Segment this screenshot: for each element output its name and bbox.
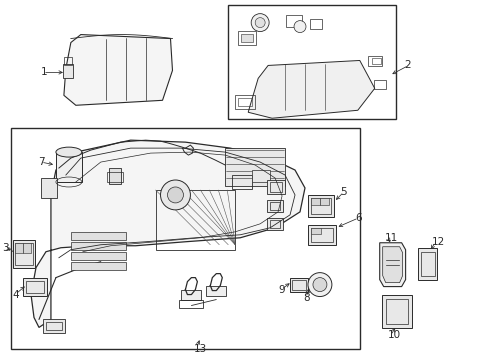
Bar [13,240,35,268]
Bar [266,218,283,230]
Bar [15,243,23,253]
Bar [269,182,282,192]
Polygon shape [248,60,374,118]
Bar [373,80,385,89]
Bar [232,175,252,189]
Polygon shape [379,243,405,287]
Text: 8: 8 [303,293,309,302]
Circle shape [255,18,264,28]
Text: 4: 4 [12,289,19,300]
Text: 10: 10 [387,330,400,341]
Bar [266,180,285,194]
Polygon shape [31,140,305,328]
Text: 7: 7 [38,157,45,167]
Bar [291,280,305,289]
Polygon shape [64,35,172,105]
Bar [238,98,252,106]
Bar [310,198,330,214]
Bar [381,294,411,328]
Bar [71,242,125,250]
Text: 2: 2 [404,60,410,71]
Bar [71,262,125,270]
Text: 12: 12 [430,237,444,247]
Text: 5: 5 [339,187,346,197]
Bar [179,300,203,307]
Bar [11,128,359,349]
Text: 3: 3 [2,243,9,253]
Bar [225,148,285,186]
Bar [23,243,31,253]
Bar [241,33,253,41]
Bar [367,57,381,67]
Bar [269,202,280,210]
Bar [23,278,47,296]
Bar [235,95,255,109]
Circle shape [312,278,326,292]
Bar [206,285,226,296]
Bar [289,278,307,292]
Bar [155,190,235,250]
Bar [71,252,125,260]
Circle shape [160,180,190,210]
Bar [310,198,319,205]
Bar [41,178,57,198]
Text: 11: 11 [384,233,397,243]
Polygon shape [382,247,402,283]
Circle shape [293,21,305,32]
Circle shape [167,187,183,203]
Bar [181,289,201,300]
Bar [106,172,122,182]
Bar [307,225,335,245]
Text: 1: 1 [40,67,47,77]
Bar [307,195,333,217]
Bar [417,248,437,280]
Bar [319,198,328,205]
Bar [238,31,256,45]
Bar [310,228,320,234]
Bar [310,228,332,242]
Circle shape [251,14,268,32]
Bar [43,319,65,333]
Circle shape [307,273,331,297]
Text: 13: 13 [193,345,206,354]
Bar [71,232,125,240]
Bar [64,58,72,66]
Bar [309,19,321,28]
Bar [252,170,269,182]
Bar [63,64,73,78]
Bar [420,252,434,276]
Bar [371,58,380,64]
Text: 9: 9 [278,284,285,294]
Bar [269,220,280,228]
Bar [15,243,33,265]
Bar [26,280,44,293]
Bar [285,15,302,27]
Bar [385,298,407,324]
Ellipse shape [56,147,81,157]
Bar [228,5,395,119]
Bar [108,168,121,184]
Bar [56,152,81,182]
Bar [266,200,283,212]
Bar [46,323,62,330]
Text: 6: 6 [354,213,361,223]
